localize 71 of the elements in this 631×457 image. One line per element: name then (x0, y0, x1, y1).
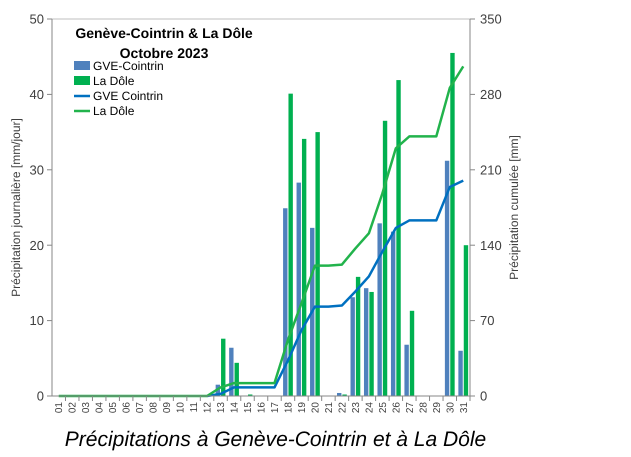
x-tick-label: 23 (350, 402, 362, 414)
y-tick-label: 40 (30, 86, 44, 102)
y-tick-label: 0 (36, 388, 44, 404)
x-tick-label: 02 (68, 402, 79, 414)
bar (364, 288, 368, 396)
bar (221, 338, 226, 396)
legend-label: GVE Cointrin (93, 89, 164, 104)
bar (310, 228, 314, 396)
x-tick-label: 12 (202, 402, 214, 414)
x-tick-label: 09 (162, 402, 174, 414)
y2-tick-label: 70 (480, 313, 494, 328)
x-tick-label: 11 (189, 402, 200, 412)
y-tick-label: 20 (30, 238, 44, 253)
x-tick-label: 14 (230, 402, 241, 414)
x-tick-label: 06 (122, 402, 133, 414)
y-tick-label: 50 (30, 12, 44, 27)
bar (404, 344, 409, 396)
y2-tick-label: 210 (480, 162, 502, 178)
x-tick-label: 24 (364, 402, 376, 414)
bar (458, 350, 463, 396)
x-tick-label: 20 (310, 402, 322, 414)
bar (302, 138, 306, 396)
x-tick-label: 28 (418, 402, 430, 414)
x-tick-label: 10 (176, 402, 187, 414)
x-tick-label: 27 (404, 402, 416, 414)
bar (350, 297, 355, 396)
x-tick-label: 07 (135, 402, 146, 414)
y2-tick-label: 140 (480, 238, 502, 253)
y2-tick-label: 0 (480, 388, 488, 404)
legend-label: GVE-Cointrin (93, 59, 164, 74)
text: Précipitations à Genève-Cointrin et à La Dôle (64, 428, 486, 451)
x-tick-label: 01 (54, 402, 66, 414)
bar (444, 160, 450, 396)
x-tick-label: 31 (458, 402, 470, 414)
bar (356, 276, 360, 396)
bar (390, 232, 396, 396)
x-tick-label: 15 (243, 402, 254, 414)
x-tick-label: 19 (296, 402, 308, 414)
x-tick-label: 16 (256, 402, 268, 414)
bar (315, 132, 320, 396)
legend-label: La Dôle (93, 104, 135, 118)
x-tick-label: 18 (283, 402, 294, 414)
bar (369, 292, 374, 396)
x-tick-label: 13 (216, 402, 228, 414)
x-tick-label: 05 (108, 402, 120, 414)
y2-tick-label: 280 (480, 86, 502, 102)
text: Octobre 2023 (120, 45, 209, 61)
y2-tick-label: 350 (480, 12, 502, 27)
bar (296, 182, 301, 396)
x-tick-label: 17 (270, 402, 281, 414)
x-tick-label: 30 (445, 402, 456, 414)
bar (288, 94, 293, 396)
bar (464, 245, 468, 396)
bar (410, 310, 414, 396)
bar (377, 223, 382, 396)
x-tick-label: 21 (324, 402, 335, 414)
y2-axis-title: Précipitation cumulée [mm] (507, 135, 521, 280)
x-tick-label: 03 (81, 402, 92, 414)
x-tick-label: 26 (391, 402, 402, 414)
x-tick-label: 08 (148, 402, 160, 414)
y-axis-title: Précipitation journalière [mm/jour] (9, 118, 23, 297)
bar (283, 208, 288, 396)
line-series (206, 179, 465, 398)
x-tick-label: 29 (432, 402, 443, 414)
chart-title: Genève-Cointrin & La Dôle (75, 25, 253, 41)
legend-label: La Dôle (93, 74, 135, 88)
x-tick-label: 25 (378, 402, 389, 414)
y-tick-label: 30 (30, 162, 44, 178)
x-tick-label: 22 (337, 402, 348, 414)
y-tick-label: 10 (30, 313, 44, 328)
x-tick-label: 04 (94, 402, 106, 414)
